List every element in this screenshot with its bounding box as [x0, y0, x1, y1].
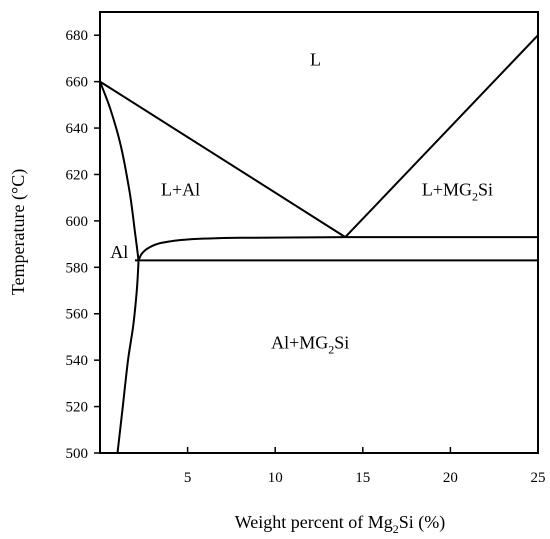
y-tick-label: 540	[66, 353, 89, 369]
boundary-liquidus-mg2si	[344, 34, 539, 238]
phase-boundaries	[99, 34, 539, 454]
region-label-Al-Mg2Si: Al+MG2Si	[271, 333, 349, 357]
y-tick-label: 640	[66, 121, 89, 137]
x-tick-label: 10	[268, 470, 283, 486]
region-label-L-Mg2Si: L+MG2Si	[422, 179, 493, 203]
plot-frame	[99, 11, 539, 454]
region-label-L: L	[310, 49, 321, 69]
y-axis-ticks: 500 520 540 560 580 600 620 640 660 680	[66, 28, 100, 462]
y-tick-label: 580	[66, 260, 89, 276]
y-tick-label: 660	[66, 75, 89, 91]
x-tick-label: 5	[184, 470, 192, 486]
y-tick-label: 520	[66, 400, 89, 416]
y-tick-label: 600	[66, 214, 89, 230]
boundary-solidus-al	[99, 81, 140, 261]
y-tick-label: 680	[66, 28, 89, 44]
y-tick-label: 560	[66, 307, 89, 323]
x-tick-label: 20	[443, 470, 458, 486]
x-axis-label: Weight percent of Mg2Si (%)	[235, 512, 446, 536]
x-axis-ticks: 5 10 15 20 25	[184, 447, 546, 486]
region-label-L-Al: L+Al	[161, 179, 200, 199]
region-labels: L L+Al L+MG2Si Al Al+MG2Si	[110, 49, 493, 356]
x-tick-label: 25	[531, 470, 546, 486]
boundary-eutectic-knee	[137, 236, 346, 261]
y-tick-label: 500	[66, 446, 89, 462]
y-tick-label: 620	[66, 167, 89, 183]
boundary-solvus-curve	[116, 260, 140, 454]
x-tick-label: 15	[355, 470, 370, 486]
y-axis-label: Temperature (°C)	[8, 169, 29, 295]
boundary-liquidus-al	[99, 80, 346, 238]
region-label-Al: Al	[110, 242, 128, 262]
